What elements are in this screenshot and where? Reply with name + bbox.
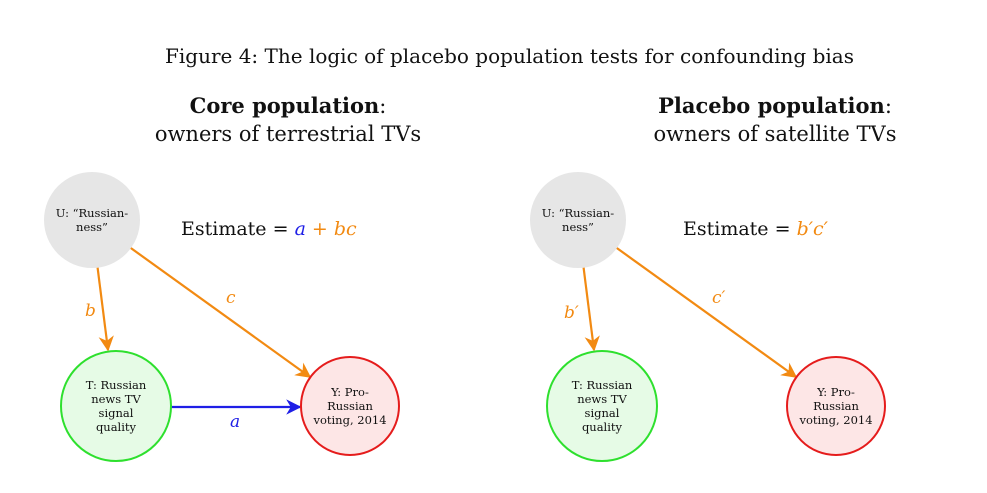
core-node-t-line1: T: Russian <box>85 378 147 392</box>
placebo-node-y-line1: Y: Pro- <box>817 385 855 399</box>
core-label-b: b <box>85 301 96 321</box>
placebo-estimate: Estimate = b′c′ <box>683 218 828 240</box>
core-label-c: c <box>226 288 236 308</box>
placebo-edge-c <box>613 245 798 378</box>
placebo-node-u-line1: U: “Russian- <box>541 206 615 220</box>
core-node-t-line3: signal <box>98 406 134 420</box>
placebo-estimate-bc: b′c′ <box>796 218 828 240</box>
core-node-y: Y: Pro- Russian voting, 2014 <box>300 356 400 456</box>
core-estimate: Estimate = a + bc <box>181 218 357 240</box>
core-edge-b <box>95 262 114 352</box>
figure-title: Figure 4: The logic of placebo populatio… <box>0 44 987 68</box>
core-label-a: a <box>230 412 240 432</box>
core-heading-colon: : <box>379 94 387 118</box>
placebo-node-t-line2: news TV <box>577 392 627 406</box>
placebo-node-y: Y: Pro- Russian voting, 2014 <box>786 356 886 456</box>
core-panel-heading: Core population: owners of terrestrial T… <box>150 92 426 148</box>
core-heading-bold: Core population <box>189 93 380 118</box>
core-estimate-a: a <box>294 218 306 240</box>
placebo-label-c: c′ <box>712 288 726 308</box>
core-estimate-plus: + <box>305 218 334 240</box>
placebo-node-u: U: “Russian- ness” <box>530 172 626 268</box>
core-node-t-line2: news TV <box>91 392 141 406</box>
core-node-y-line1: Y: Pro- <box>331 385 369 399</box>
placebo-panel-heading: Placebo population: owners of satellite … <box>632 92 918 148</box>
placebo-edge-b <box>581 262 600 352</box>
core-edge-c <box>127 245 312 378</box>
core-subheading: owners of terrestrial TVs <box>154 122 422 146</box>
placebo-estimate-prefix: Estimate = <box>683 218 797 240</box>
placebo-node-t-line4: quality <box>581 420 623 434</box>
placebo-subheading: owners of satellite TVs <box>653 122 897 146</box>
placebo-node-t-line3: signal <box>584 406 620 420</box>
placebo-heading-colon: : <box>884 94 892 118</box>
placebo-node-u-line2: ness” <box>562 220 594 234</box>
core-node-y-line2: Russian <box>327 399 373 413</box>
figure-title-text: Figure 4: The logic of placebo populatio… <box>165 44 854 68</box>
placebo-node-t-line1: T: Russian <box>571 378 633 392</box>
core-estimate-prefix: Estimate = <box>181 218 295 240</box>
core-node-t: T: Russian news TV signal quality <box>60 350 172 462</box>
core-estimate-bc: bc <box>333 218 357 240</box>
placebo-node-y-line3: voting, 2014 <box>799 413 873 427</box>
core-node-y-line3: voting, 2014 <box>313 413 387 427</box>
placebo-node-t: T: Russian news TV signal quality <box>546 350 658 462</box>
placebo-label-b: b′ <box>564 303 579 323</box>
placebo-node-y-line2: Russian <box>813 399 859 413</box>
core-node-u: U: “Russian- ness” <box>44 172 140 268</box>
core-node-u-line2: ness” <box>76 220 108 234</box>
core-node-t-line4: quality <box>95 420 137 434</box>
placebo-heading-bold: Placebo population <box>658 93 885 118</box>
core-node-u-line1: U: “Russian- <box>55 206 129 220</box>
